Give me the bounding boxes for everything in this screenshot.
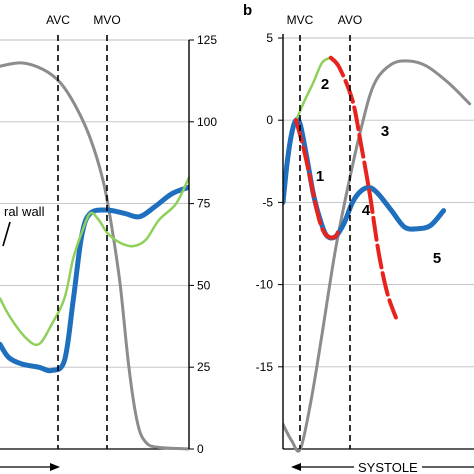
- panel-a-tick-label: 75: [197, 197, 211, 211]
- panel-b-left-axis-ticks: 5 0 -5 -10 -15: [256, 31, 283, 374]
- panel-b-tick-label: 0: [266, 113, 273, 127]
- panel-b-series-grey-0: [283, 59, 472, 453]
- panel-a-phase-arrowhead: [50, 463, 60, 471]
- panel-a-tick-label: 100: [197, 115, 217, 129]
- panel-b-series-blue-1: [283, 116, 447, 241]
- panel-a-tick-label: 25: [197, 360, 211, 374]
- segment-label-2: 2: [321, 76, 329, 93]
- panel-a-series-green-2: [0, 176, 189, 347]
- lateral-wall-pointer: [2, 221, 11, 247]
- systole-arrowhead: [291, 463, 301, 471]
- mvc-label: MVC: [287, 13, 314, 27]
- panel-b: b 5 0 -5 -10 -15 MVC AVO 1 2 3 4 5 SYSTOLE: [243, 2, 474, 474]
- panel-b-series-red-4: [328, 55, 398, 320]
- segment-label-1: 1: [316, 168, 324, 185]
- panel-b-lines: [283, 55, 472, 453]
- panel-b-series-green-2: [294, 56, 333, 122]
- avo-label: AVO: [338, 13, 362, 27]
- avc-label: AVC: [46, 13, 70, 27]
- lateral-wall-annotation: ral wall: [4, 204, 45, 219]
- panel-a-right-axis-ticks: 125 100 75 50 25 0: [189, 33, 217, 456]
- mvo-label: MVO: [93, 13, 120, 27]
- segment-label-3: 3: [381, 123, 389, 140]
- panel-a-lines: [0, 61, 189, 451]
- panel-a: 125 100 75 50 25 0 AVC MVO ral wall: [0, 13, 217, 471]
- panel-b-tick-label: -15: [256, 360, 274, 374]
- panel-b-label: b: [243, 2, 252, 19]
- panel-b-tick-label: 5: [266, 31, 273, 45]
- segment-label-4: 4: [362, 202, 371, 219]
- segment-label-5: 5: [433, 250, 441, 267]
- systole-label: SYSTOLE: [358, 460, 418, 474]
- panel-a-tick-label: 50: [197, 278, 211, 292]
- panel-a-tick-label: 125: [197, 33, 217, 47]
- panel-b-series-red-3: [294, 118, 342, 240]
- panel-a-grid: [0, 39, 189, 450]
- panel-b-tick-label: -5: [262, 195, 273, 209]
- panel-a-tick-label: 0: [197, 442, 204, 456]
- panel-b-tick-label: -10: [256, 278, 274, 292]
- panel-a-series-grey-0: [0, 61, 189, 451]
- panel-b-grid: [283, 37, 474, 450]
